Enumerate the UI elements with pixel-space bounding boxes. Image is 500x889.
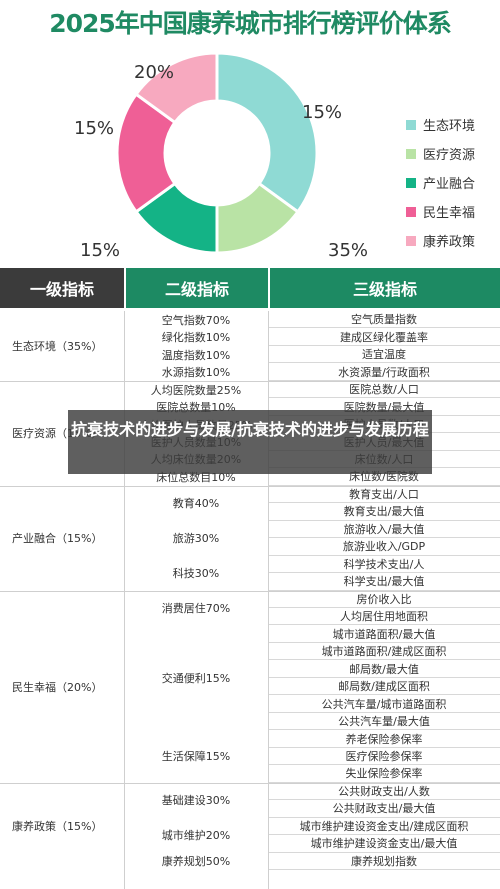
pie-slice-5: [134, 51, 219, 125]
page-title: 2025年中国康养城市排行榜评价体系: [49, 9, 452, 38]
category-divider: [0, 782, 500, 784]
legend-item: 生态环境: [406, 110, 475, 139]
level3-indicator: 邮局数/最大值: [268, 660, 500, 678]
donut-chart: [115, 51, 319, 255]
level2-indicator: 温度指数10%: [161, 348, 231, 362]
pie-slice-label-2: 15%: [80, 240, 121, 261]
pie-slice-1: [215, 51, 319, 214]
legend-swatch: [406, 206, 416, 217]
level3-indicator: 医院总数/人口: [268, 381, 500, 399]
legend-label: 医疗资源: [423, 148, 476, 163]
level2-indicator: 基础建设30%: [161, 794, 231, 808]
level2-indicator: 床位总数目10%: [156, 470, 236, 484]
legend-item: 民生幸福: [406, 197, 475, 226]
level2-indicator: 绿化指数10%: [161, 331, 231, 345]
level2-indicator: 空气指数70%: [161, 313, 231, 327]
level1-indicator: 生态环境（35%）: [12, 339, 103, 353]
level3-indicator: 人均居住用地面积: [268, 608, 500, 626]
level3-indicator: 城市道路面积/建成区面积: [268, 643, 500, 661]
level2-indicator: 生活保障15%: [161, 750, 231, 764]
level1-indicator: 产业融合（15%）: [12, 532, 103, 546]
level3-indicator: 建成区绿化覆盖率: [268, 328, 500, 346]
level3-indicator: 科学支出/最大值: [268, 573, 500, 591]
header-level1: 一级指标: [0, 268, 124, 308]
pie-slice-label-1: 35%: [328, 240, 369, 261]
level3-indicator: 房价收入比: [268, 591, 500, 608]
legend-swatch: [406, 119, 416, 130]
level3-indicator: 养老保险参保率: [268, 730, 500, 748]
legend-label: 民生幸福: [423, 206, 476, 221]
level2-indicator: 人均医院数量25%: [150, 383, 242, 397]
level3-indicator: 康养规划指数: [268, 853, 500, 871]
level2-indicator: 科技30%: [172, 567, 220, 581]
level3-indicator: 教育支出/人口: [268, 486, 500, 504]
overlay-caption: 抗衰技术的进步与发展/抗衰技术的进步与发展历程: [68, 410, 432, 474]
level2-indicator: 交通便利15%: [161, 671, 231, 685]
level2-indicator: 水源指数10%: [161, 366, 231, 380]
pie-slice-4: [115, 92, 178, 214]
legend-swatch: [406, 235, 416, 246]
category-divider: [0, 590, 500, 592]
level3-indicator: 适宜温度: [268, 346, 500, 364]
level3-indicator: 空气质量指数: [268, 311, 500, 329]
level3-indicator: 医疗保险参保率: [268, 748, 500, 766]
legend-item: 康养政策: [406, 226, 475, 255]
level3-indicator: 城市维护建设资金支出/最大值: [268, 835, 500, 853]
level2-indicator: 旅游30%: [172, 532, 220, 546]
level2-indicator: 消费居住70%: [161, 601, 231, 615]
level3-indicator: 旅游业收入/GDP: [268, 538, 500, 556]
legend-label: 产业融合: [423, 177, 476, 192]
legend-item: 医疗资源: [406, 139, 475, 168]
pie-slice-label-4: 20%: [134, 62, 175, 83]
legend-swatch: [406, 148, 416, 159]
pie-slice-label-3: 15%: [74, 118, 115, 139]
column-divider: [124, 311, 125, 889]
category-divider: [0, 485, 500, 487]
level1-indicator: 民生幸福（20%）: [12, 680, 103, 694]
category-divider: [0, 380, 500, 382]
level3-indicator: 旅游收入/最大值: [268, 521, 500, 539]
level3-indicator: 公共汽车量/城市道路面积: [268, 695, 500, 713]
level3-indicator: 水资源量/行政面积: [268, 363, 500, 381]
level3-indicator: 城市道路面积/最大值: [268, 625, 500, 643]
header-level3: 三级指标: [270, 268, 500, 308]
chart-legend: 生态环境医疗资源产业融合民生幸福康养政策: [406, 110, 475, 255]
legend-item: 产业融合: [406, 168, 475, 197]
level3-indicator: 邮局数/建成区面积: [268, 678, 500, 696]
level3-indicator: 科学技术支出/人: [268, 556, 500, 574]
legend-label: 生态环境: [423, 119, 476, 134]
level2-indicator: 城市维护20%: [161, 829, 231, 843]
level3-indicator: 失业保险参保率: [268, 765, 500, 783]
legend-swatch: [406, 177, 416, 188]
level3-indicator: 教育支出/最大值: [268, 503, 500, 521]
level3-indicator: 公共汽车量/最大值: [268, 713, 500, 731]
legend-label: 康养政策: [423, 235, 476, 250]
level3-indicator: 公共财政支出/最大值: [268, 800, 500, 818]
pie-slice-label-5: 15%: [302, 102, 343, 123]
column-divider: [268, 311, 269, 889]
level3-indicator: 城市维护建设资金支出/建成区面积: [268, 818, 500, 836]
level2-indicator: 康养规划50%: [161, 855, 231, 869]
header-level2: 二级指标: [126, 268, 268, 308]
level3-indicator: 公共财政支出/人数: [268, 783, 500, 801]
level1-indicator: 康养政策（15%）: [12, 820, 103, 834]
level2-indicator: 教育40%: [172, 497, 220, 511]
